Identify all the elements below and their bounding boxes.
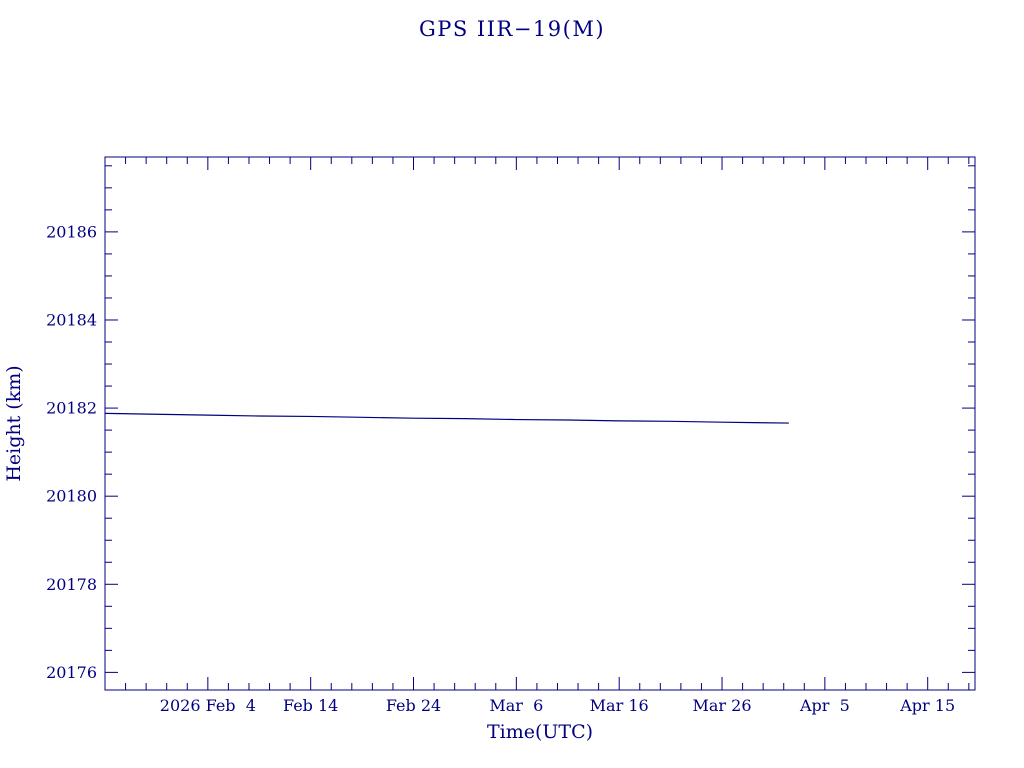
y-tick-label: 20178 — [46, 575, 97, 594]
data-line-height-km — [104, 412, 789, 424]
x-tick-label: Feb 24 — [386, 696, 441, 715]
x-tick-label: Feb 14 — [283, 696, 338, 715]
chart-title: GPS IIR−19(M) — [418, 17, 606, 41]
plot-border — [104, 156, 976, 691]
y-axis-label: Height (km) — [3, 365, 25, 481]
x-axis-label: Time(UTC) — [487, 721, 593, 743]
x-tick-label: Apr 5 — [799, 696, 850, 715]
x-tick-label: Mar 6 — [489, 696, 543, 715]
y-tick-label: 20186 — [46, 222, 97, 241]
x-tick-label: Mar 26 — [693, 696, 752, 715]
x-tick-label: Apr 15 — [899, 696, 955, 715]
x-tick-label: Mar 16 — [590, 696, 649, 715]
y-tick-label: 20182 — [46, 399, 97, 418]
y-tick-label: 20176 — [46, 663, 97, 682]
x-tick-label: 2026 Feb 4 — [160, 696, 256, 715]
y-tick-label: 20180 — [46, 487, 97, 506]
y-tick-label: 20184 — [46, 310, 97, 329]
